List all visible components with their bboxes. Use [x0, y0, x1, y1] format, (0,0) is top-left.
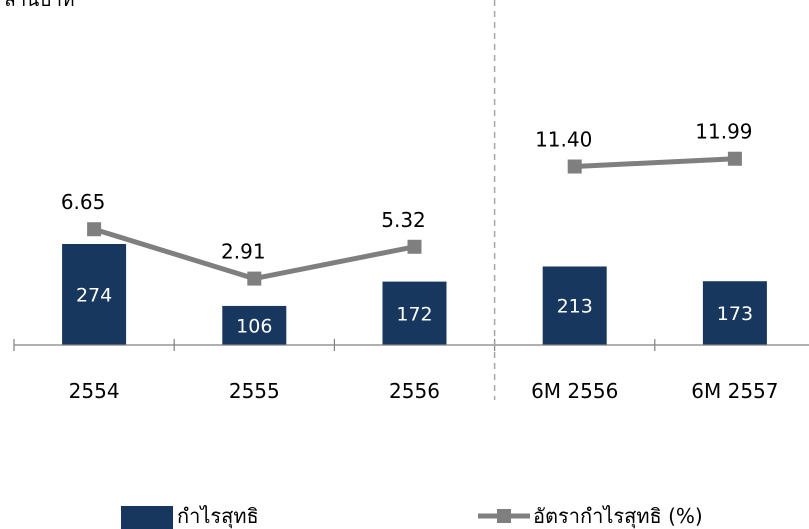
x-tick-label: 2556 — [389, 379, 440, 403]
bar-value-label: 213 — [557, 296, 593, 318]
x-tick-label: 2555 — [229, 379, 280, 403]
bar-6M-2556 — [542, 266, 607, 345]
bar-2554 — [62, 244, 127, 345]
margin-point — [87, 222, 102, 237]
margin-value-label: 6.65 — [61, 190, 106, 214]
legend-line-label: อัตรากำไรสุทธิ (%) — [533, 504, 703, 529]
margin-point — [727, 151, 742, 166]
bar-value-label: 172 — [396, 303, 432, 325]
margin-value-label: 11.40 — [535, 128, 592, 152]
bar-6M-2557 — [702, 281, 767, 345]
margin-value-label: 5.32 — [381, 208, 426, 232]
x-tick-label: 6M 2556 — [531, 379, 618, 403]
unit-label: ล้านบาท — [4, 0, 75, 11]
bar-value-label: 274 — [76, 285, 112, 307]
bar-value-label: 173 — [717, 303, 753, 325]
margin-line-segment-2 — [574, 156, 736, 170]
bar-2556 — [382, 281, 447, 345]
bar-value-label: 106 — [236, 315, 272, 337]
margin-value-label: 2.91 — [221, 240, 266, 264]
margin-value-label: 11.99 — [695, 120, 752, 144]
x-tick-label: 6M 2557 — [691, 379, 778, 403]
legend-bar-label: กำไรสุทธิ — [177, 504, 259, 529]
bar-2555 — [222, 305, 287, 345]
margin-point — [567, 159, 582, 174]
margin-point — [247, 271, 262, 286]
margin-point — [407, 239, 422, 254]
legend-bar-swatch — [121, 506, 173, 529]
legend-line-marker — [497, 509, 511, 523]
x-tick-label: 2554 — [69, 379, 120, 403]
